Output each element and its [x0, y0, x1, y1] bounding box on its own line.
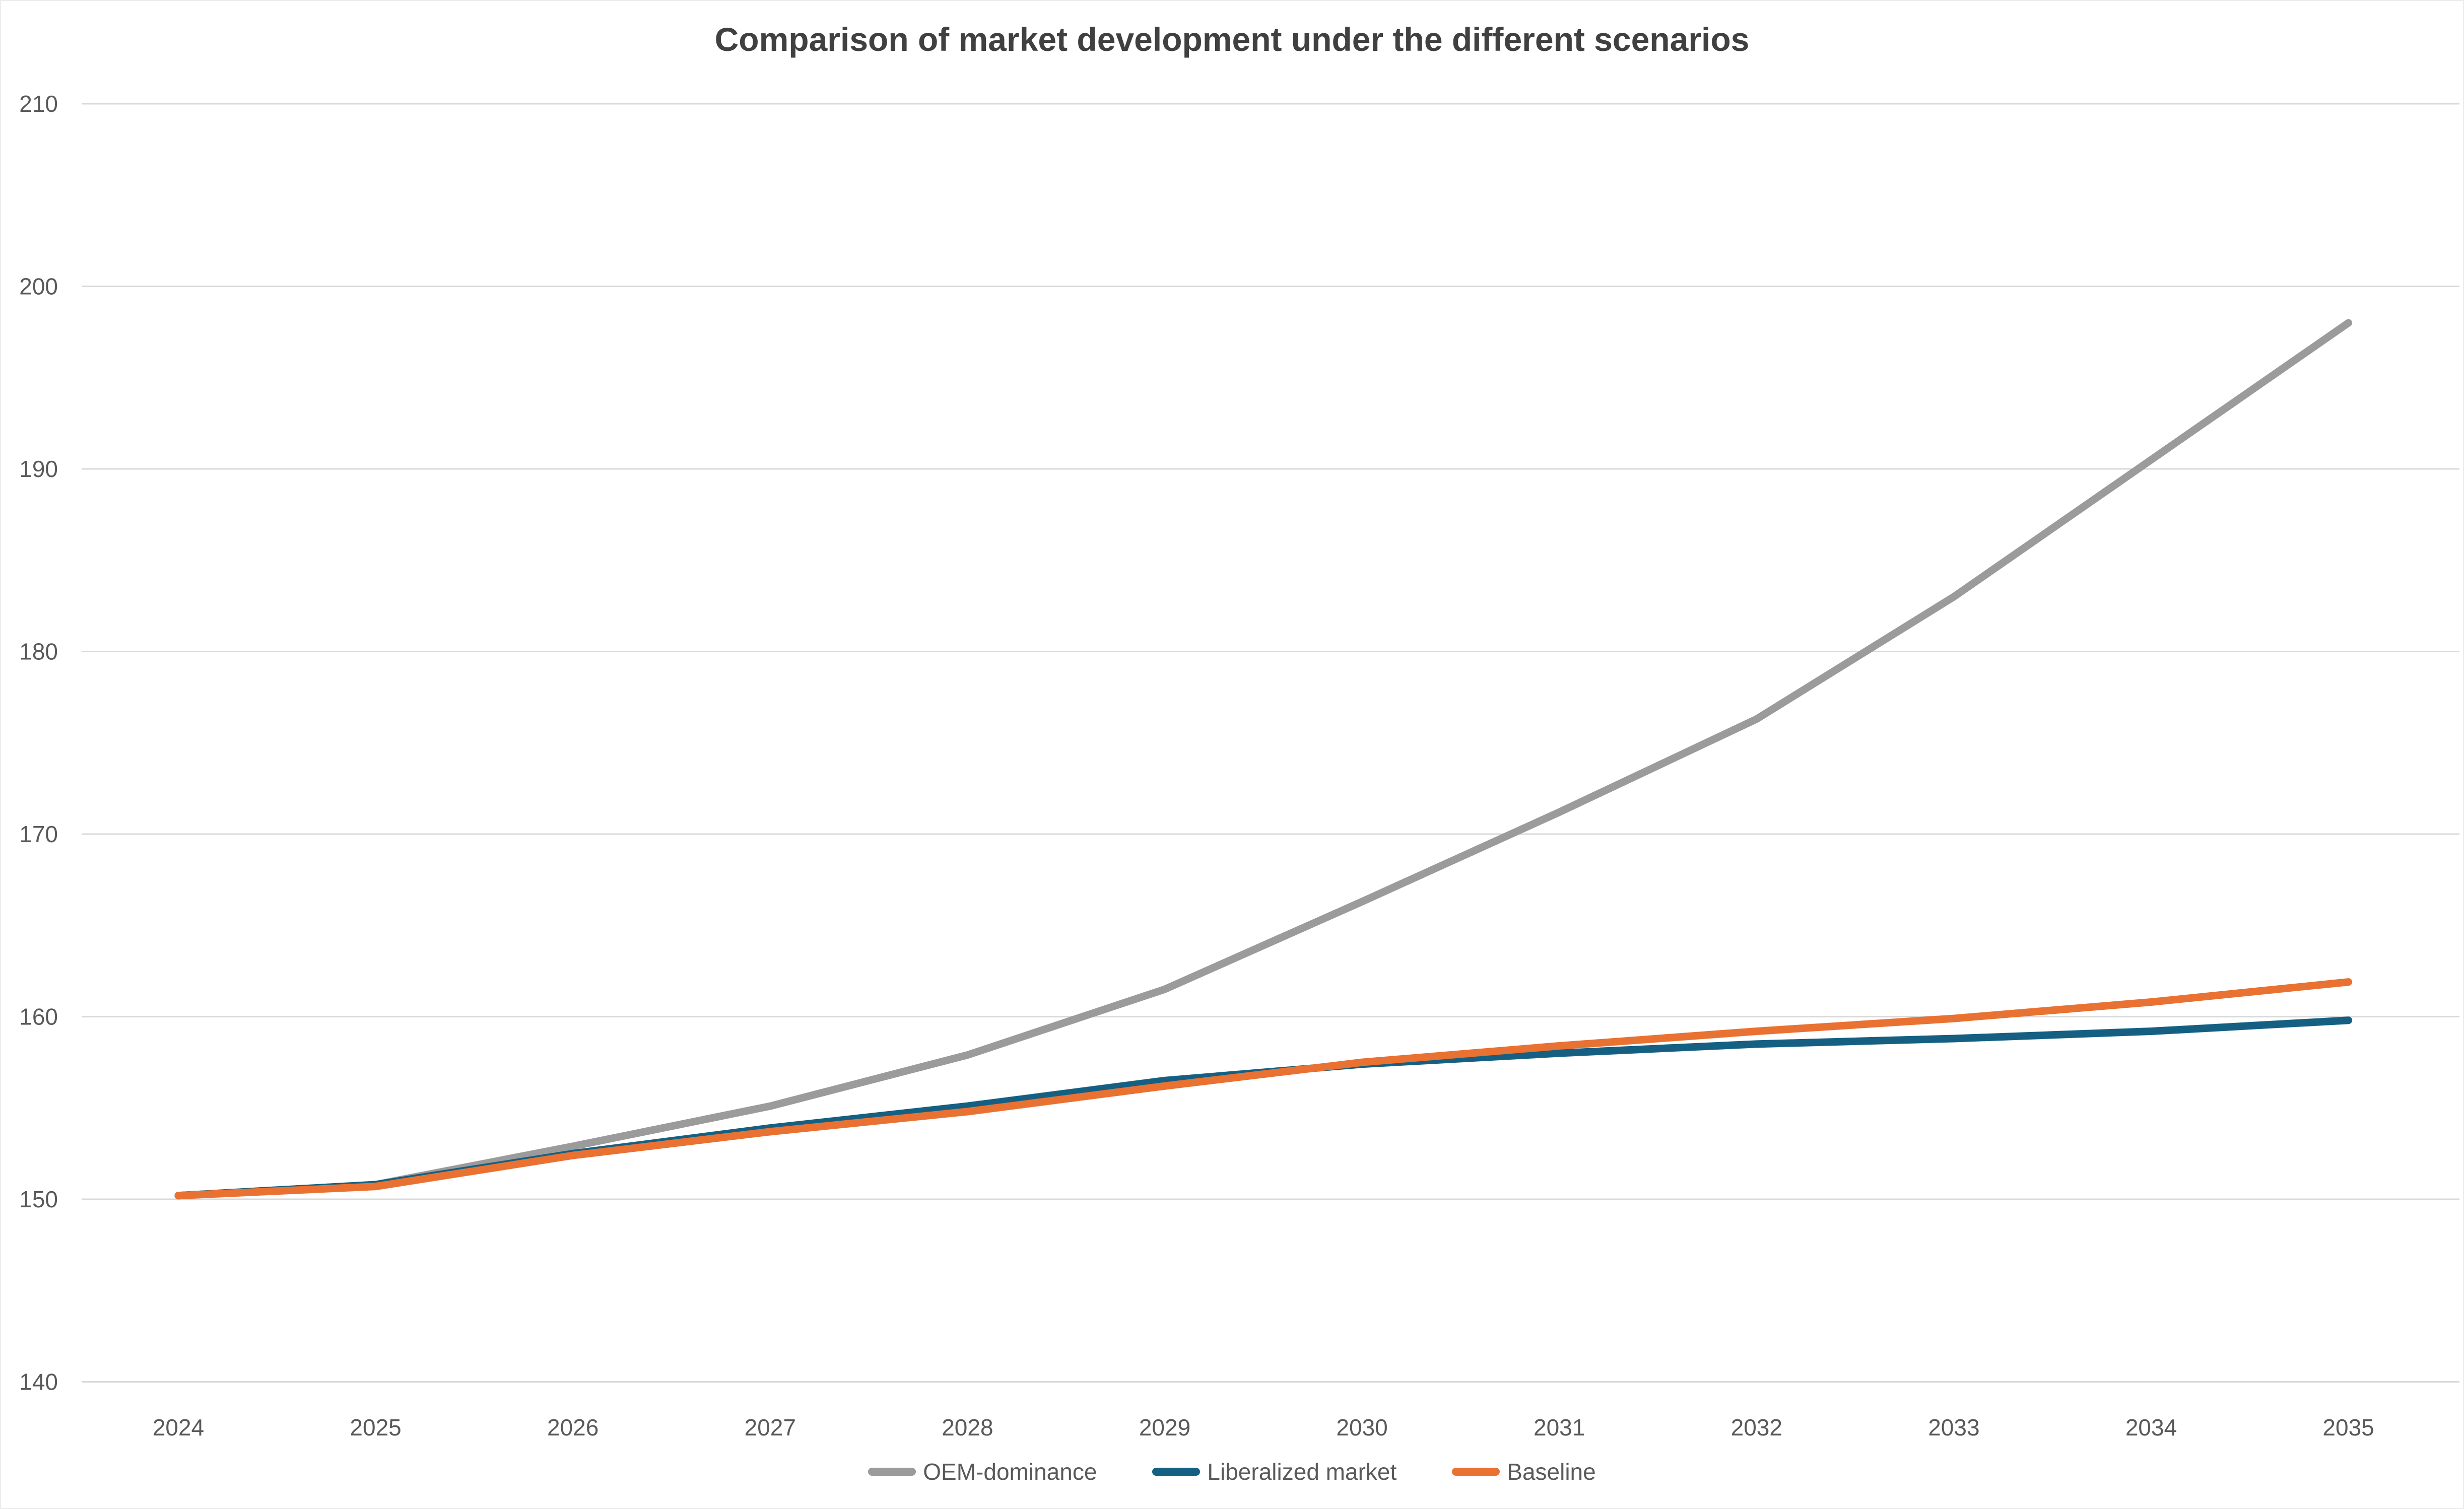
- legend-item-baseline: Baseline: [1452, 1458, 1596, 1485]
- y-axis-tick-label: 140: [19, 1369, 58, 1395]
- legend-line-swatch: [868, 1468, 916, 1476]
- x-axis-tick-label: 2035: [2322, 1414, 2374, 1441]
- legend-line-swatch: [1152, 1468, 1201, 1476]
- legend-item-oem-dominance: OEM-dominance: [868, 1458, 1097, 1485]
- series-line-oem-dominance: [174, 319, 2353, 1200]
- x-axis-tick-label: 2031: [1534, 1414, 1585, 1441]
- legend-item-liberalized-market: Liberalized market: [1152, 1458, 1396, 1485]
- x-axis-tick-label: 2034: [2125, 1414, 2177, 1441]
- y-axis-tick-label: 160: [19, 1004, 58, 1030]
- x-axis-tick-label: 2028: [942, 1414, 993, 1441]
- legend-line-swatch: [1452, 1468, 1500, 1476]
- x-axis-tick-label: 2024: [153, 1414, 204, 1441]
- chart-title: Comparison of market development under t…: [714, 21, 1750, 58]
- x-axis-tick-label: 2025: [350, 1414, 401, 1441]
- y-axis-tick-label: 200: [19, 273, 58, 300]
- y-axis-tick-label: 170: [19, 821, 58, 847]
- series-line-baseline: [174, 978, 2353, 1200]
- x-axis-tick-label: 2032: [1731, 1414, 1782, 1441]
- legend-label: Baseline: [1507, 1459, 1596, 1485]
- legend-label: Liberalized market: [1207, 1459, 1397, 1485]
- y-axis-tick-label: 210: [19, 91, 58, 117]
- x-axis-tick-label: 2026: [547, 1414, 598, 1441]
- y-axis-tick-label: 150: [19, 1186, 58, 1212]
- legend-label: OEM-dominance: [923, 1459, 1097, 1485]
- x-axis-tick-label: 2030: [1336, 1414, 1387, 1441]
- x-axis-tick-label: 2033: [1928, 1414, 1979, 1441]
- y-axis-tick-label: 180: [19, 639, 58, 665]
- x-axis-tick-label: 2027: [745, 1414, 796, 1441]
- chart-legend: OEM-dominance Liberalized market Baseline: [1, 1458, 2463, 1485]
- y-axis-tick-label: 190: [19, 456, 58, 482]
- x-axis-tick-label: 2029: [1139, 1414, 1190, 1441]
